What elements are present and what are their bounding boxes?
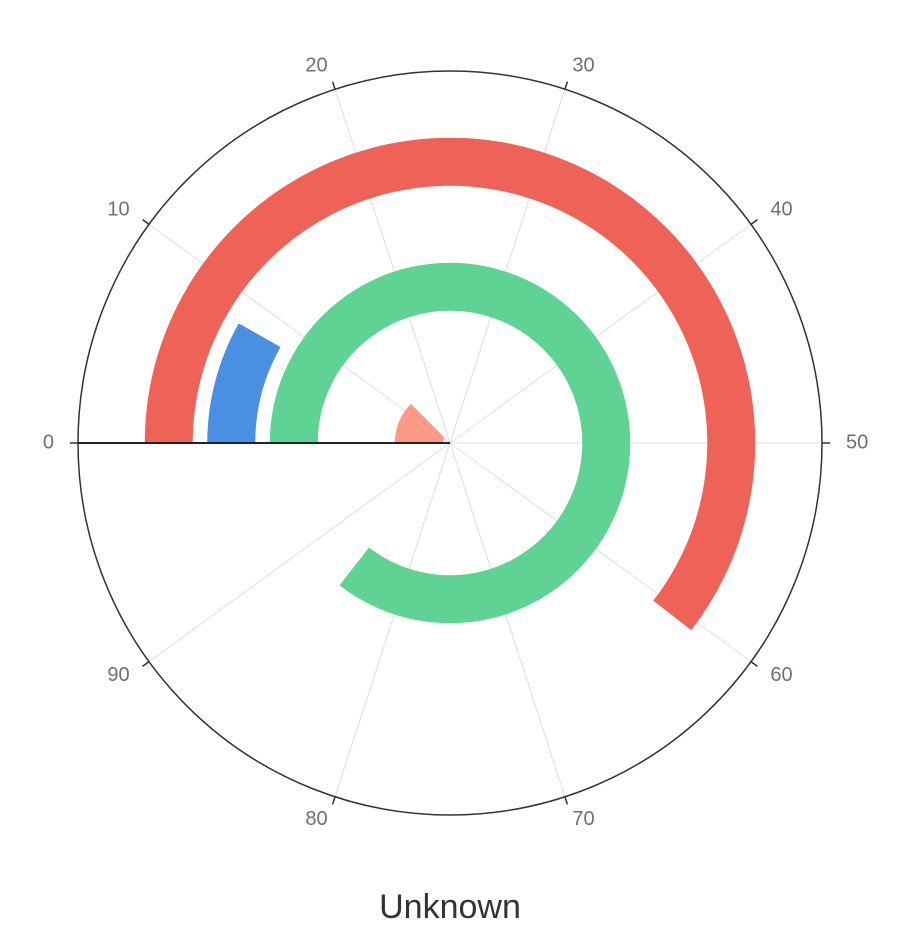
angle-axis-ticks: 0 10 20 30 40 50 60 70 80 90 <box>43 55 868 830</box>
tick-mark <box>750 661 758 667</box>
tick-mark <box>142 219 150 225</box>
tick-label: 70 <box>572 808 594 830</box>
grid-line <box>334 442 451 797</box>
radial-bar[interactable] <box>207 323 281 443</box>
grid-line <box>148 442 451 663</box>
grid-line <box>334 89 451 444</box>
bar-series <box>144 137 756 631</box>
tick-mark <box>331 81 336 90</box>
grid-line <box>449 223 752 444</box>
grid-line <box>449 442 566 797</box>
tick-label: 50 <box>846 431 868 453</box>
tick-mark <box>331 796 336 805</box>
tick-label: 0 <box>43 431 54 453</box>
tick-label: 80 <box>305 808 327 830</box>
tick-label: 20 <box>305 55 327 77</box>
tick-mark <box>750 219 758 225</box>
tick-label: 90 <box>107 664 129 686</box>
grid-line <box>449 89 566 444</box>
chart-title: Unknown <box>379 888 521 926</box>
radial-bar[interactable] <box>144 137 756 631</box>
tick-mark <box>142 661 150 667</box>
tick-label: 60 <box>770 664 792 686</box>
grid-line <box>148 223 451 444</box>
tick-mark <box>564 81 569 90</box>
tick-mark <box>564 796 569 805</box>
tick-label: 10 <box>107 199 129 221</box>
angle-grid-lines <box>148 89 822 797</box>
radial-bar[interactable] <box>394 403 445 443</box>
tick-label: 40 <box>770 199 792 221</box>
grid-line <box>449 442 752 663</box>
tick-label: 30 <box>572 55 594 77</box>
